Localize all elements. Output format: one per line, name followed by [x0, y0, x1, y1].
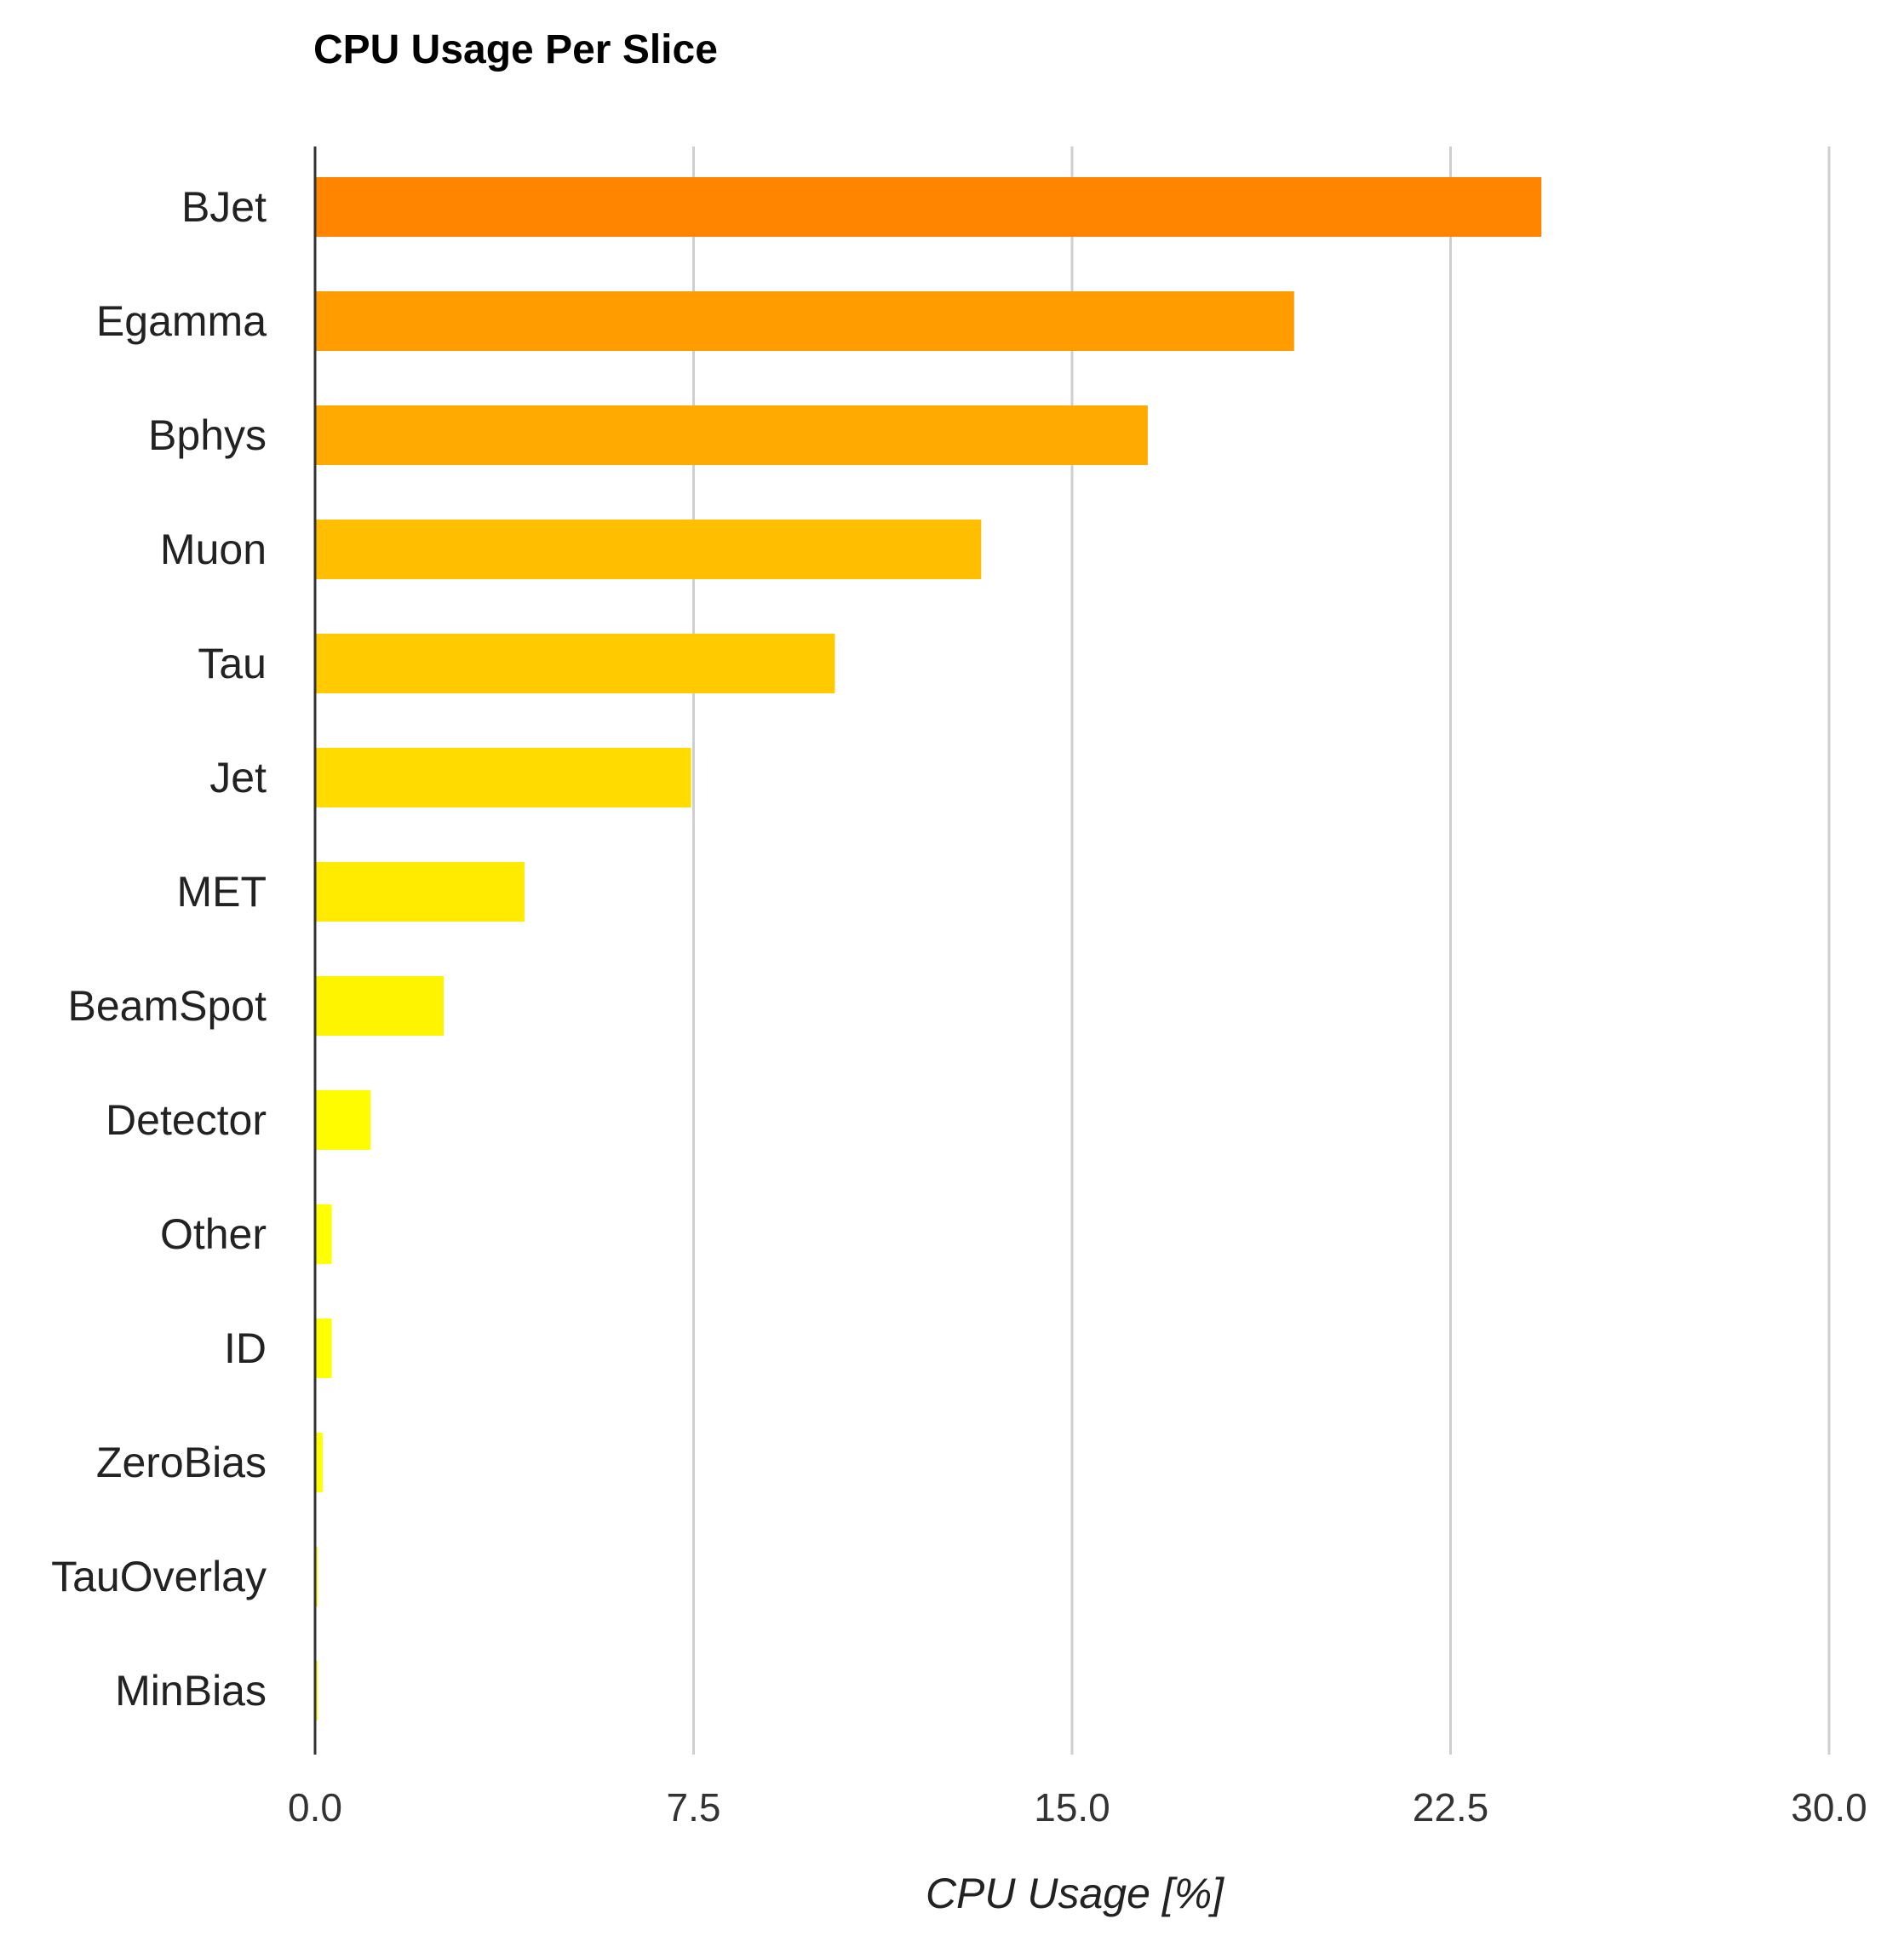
x-tick-label: 7.5	[667, 1785, 721, 1830]
bar-muon	[315, 520, 982, 579]
bar-tau	[315, 634, 835, 693]
category-label: Bphys	[148, 411, 267, 459]
bars	[315, 177, 1542, 1721]
bar-bphys	[315, 405, 1148, 465]
category-label: TauOverlay	[51, 1553, 267, 1600]
category-label: BeamSpot	[68, 982, 267, 1030]
category-label: Egamma	[96, 297, 267, 345]
bar-bjet	[315, 177, 1542, 237]
chart-title: CPU Usage Per Slice	[313, 27, 718, 72]
category-label: Muon	[160, 526, 267, 573]
x-tick-labels: 0.0 7.5 15.0 22.5 30.0	[288, 1785, 1867, 1830]
category-label: Jet	[209, 754, 267, 801]
category-label: ID	[224, 1324, 267, 1372]
bar-other	[315, 1204, 332, 1264]
category-label: MinBias	[115, 1667, 267, 1715]
category-label: Tau	[198, 640, 267, 687]
x-tick-label: 0.0	[288, 1785, 342, 1830]
bar-detector	[315, 1090, 371, 1150]
x-tick-label: 15.0	[1034, 1785, 1110, 1830]
bar-id	[315, 1318, 332, 1378]
x-tick-label: 30.0	[1791, 1785, 1867, 1830]
bar-jet	[315, 748, 691, 807]
x-tick-label: 22.5	[1413, 1785, 1489, 1830]
gridlines	[692, 146, 1831, 1755]
category-labels: BJet Egamma Bphys Muon Tau Jet MET BeamSpot Dete…	[51, 183, 267, 1715]
bar-met	[315, 862, 525, 922]
category-label: BJet	[181, 183, 267, 231]
bar-egamma	[315, 291, 1294, 351]
bar-zerobias	[315, 1433, 323, 1492]
category-label: Other	[160, 1210, 267, 1258]
bar-beamspot	[315, 976, 444, 1036]
x-axis-title: CPU Usage [%]	[926, 1870, 1224, 1917]
category-label: MET	[176, 868, 267, 916]
category-label: Detector	[106, 1096, 267, 1144]
category-label: ZeroBias	[96, 1439, 267, 1486]
